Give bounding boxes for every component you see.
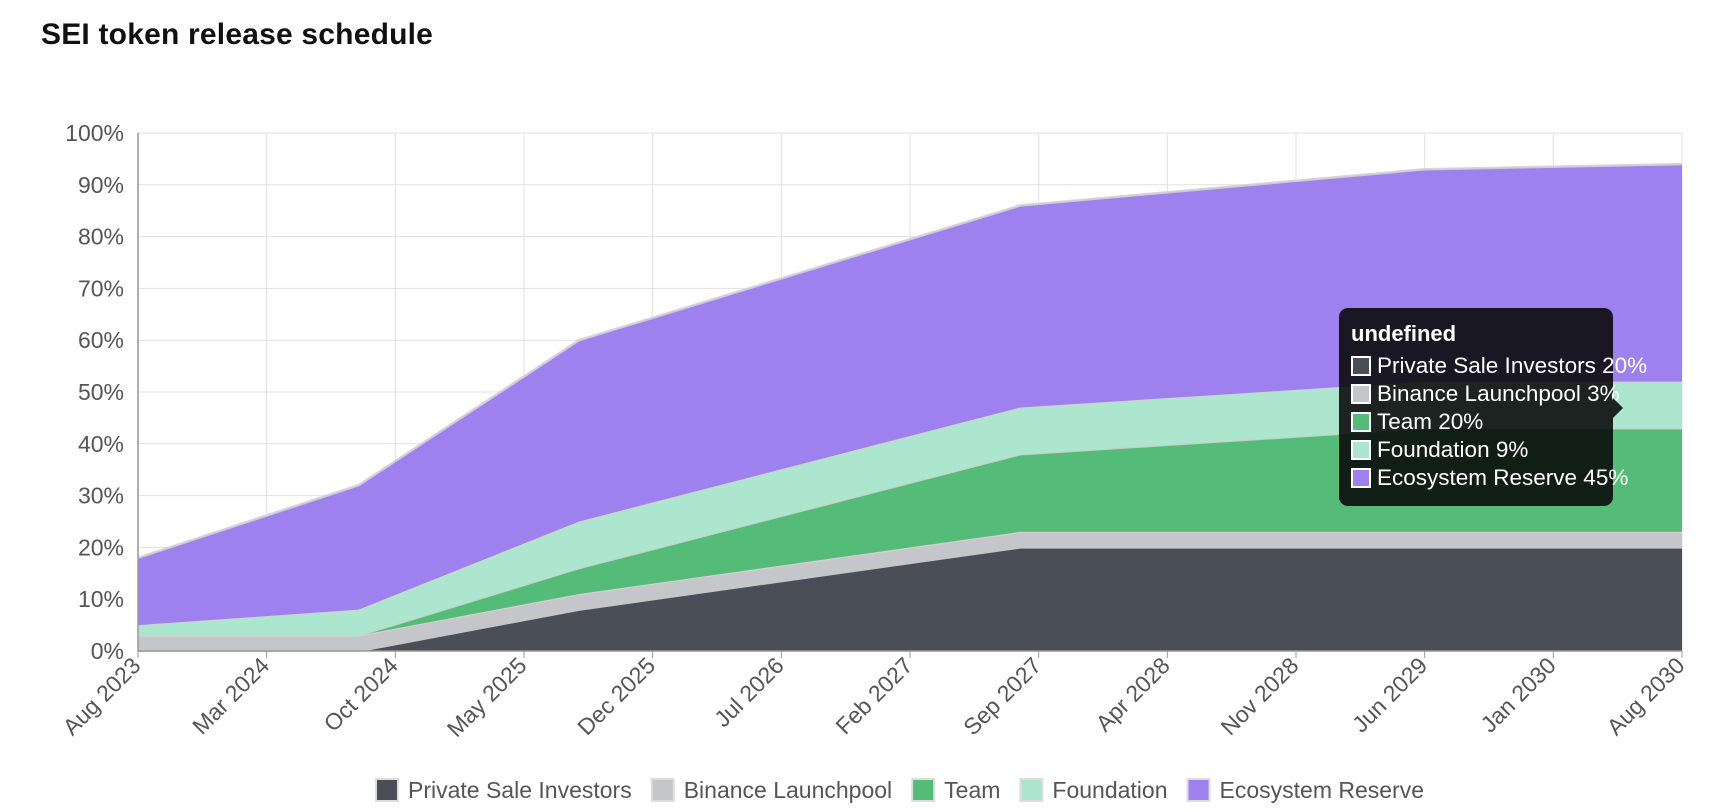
tooltip-row-label: Binance Launchpool 3% xyxy=(1377,381,1620,406)
x-tick-label: Jul 2026 xyxy=(709,652,789,732)
tooltip-row: Ecosystem Reserve 45% xyxy=(1351,464,1628,492)
tooltip-row-label: Ecosystem Reserve 45% xyxy=(1377,465,1629,490)
tooltip-row: Binance Launchpool 3% xyxy=(1351,380,1620,408)
tooltip-rows: Private Sale Investors 20% Binance Launch… xyxy=(1351,352,1647,492)
tooltip-swatch xyxy=(1351,440,1371,460)
legend-item-ecosystem-reserve[interactable]: Ecosystem Reserve xyxy=(1186,777,1425,803)
chart-title: SEI token release schedule xyxy=(41,18,434,51)
y-tick-label: 50% xyxy=(78,379,124,405)
x-tick-label: Oct 2024 xyxy=(318,652,403,737)
legend-item-private-sale-investors[interactable]: Private Sale Investors xyxy=(374,777,632,803)
tooltip-title: undefined xyxy=(1351,321,1457,346)
tooltip-swatch xyxy=(1351,468,1371,488)
x-tick-label: Feb 2027 xyxy=(830,652,917,739)
legend-swatch xyxy=(1019,778,1044,802)
area-foundation[interactable] xyxy=(138,381,1682,636)
tooltip-row-label: Foundation 9% xyxy=(1377,437,1529,462)
legend-swatch xyxy=(650,778,675,802)
legend-label: Binance Launchpool xyxy=(684,777,892,803)
x-tick-label: Jan 2030 xyxy=(1476,652,1561,737)
legend-swatch xyxy=(911,778,936,802)
y-tick-label: 80% xyxy=(78,224,124,250)
y-tick-label: 40% xyxy=(78,431,124,457)
legend-label: Team xyxy=(944,777,1000,803)
x-tick-label: May 2025 xyxy=(442,652,532,742)
x-tick-label: Aug 2030 xyxy=(1602,652,1690,740)
y-tick-label: 100% xyxy=(65,120,124,146)
y-tick-label: 60% xyxy=(78,327,124,353)
y-tick-label: 90% xyxy=(78,172,124,198)
x-tick-label: Dec 2025 xyxy=(572,652,660,740)
area-ecosystem-reserve[interactable] xyxy=(138,164,1682,626)
legend-item-binance-launchpool[interactable]: Binance Launchpool xyxy=(650,777,892,803)
axes xyxy=(137,133,1683,658)
legend: Private Sale Investors Binance Launchpool… xyxy=(374,777,1425,803)
x-tick-label: Mar 2024 xyxy=(187,652,274,739)
y-axis-ticks: 0% 10% 20% 30% 40% 50% 60% 70% 80% 90% 100% xyxy=(65,120,124,664)
area-team[interactable] xyxy=(138,428,1682,636)
tooltip-swatch xyxy=(1351,412,1371,432)
x-tick-label: Apr 2028 xyxy=(1090,652,1174,736)
legend-label: Foundation xyxy=(1052,777,1167,803)
tooltip-row: Team 20% xyxy=(1351,408,1601,436)
tooltip-row: Foundation 9% xyxy=(1351,436,1601,464)
x-tick-label: Nov 2028 xyxy=(1216,652,1304,740)
legend-label: Ecosystem Reserve xyxy=(1220,777,1425,803)
tooltip-swatch xyxy=(1351,356,1371,376)
tooltip-swatch xyxy=(1351,384,1371,404)
tooltip-row-label: Private Sale Investors 20% xyxy=(1377,353,1648,378)
x-tick-label: Aug 2023 xyxy=(58,652,146,740)
legend-swatch xyxy=(374,778,399,802)
x-tick-label: Jun 2029 xyxy=(1347,652,1432,737)
tooltip-row: Private Sale Investors 20% xyxy=(1351,352,1647,380)
legend-swatch xyxy=(1186,778,1211,802)
area-private-sale-investors[interactable] xyxy=(138,547,1682,651)
chart-tooltip: undefined Private Sale Investors 20% Bina… xyxy=(1339,308,1647,506)
area-top-edge xyxy=(137,162,1683,559)
legend-item-foundation[interactable]: Foundation xyxy=(1019,777,1168,803)
legend-label: Private Sale Investors xyxy=(408,777,632,803)
y-tick-label: 20% xyxy=(78,534,124,560)
x-tick-label: Sep 2027 xyxy=(958,652,1046,740)
stacked-areas[interactable] xyxy=(137,162,1683,653)
tooltip-row-label: Team 20% xyxy=(1377,409,1484,434)
y-tick-label: 0% xyxy=(91,638,124,664)
y-tick-label: 10% xyxy=(78,586,124,612)
area-binance-launchpool[interactable] xyxy=(138,531,1682,651)
y-tick-label: 70% xyxy=(78,275,124,301)
y-tick-label: 30% xyxy=(78,483,124,509)
legend-item-team[interactable]: Team xyxy=(911,777,1000,803)
x-axis-ticks: Aug 2023 Mar 2024 Oct 2024 May 2025 Dec 2025… xyxy=(58,652,1690,742)
